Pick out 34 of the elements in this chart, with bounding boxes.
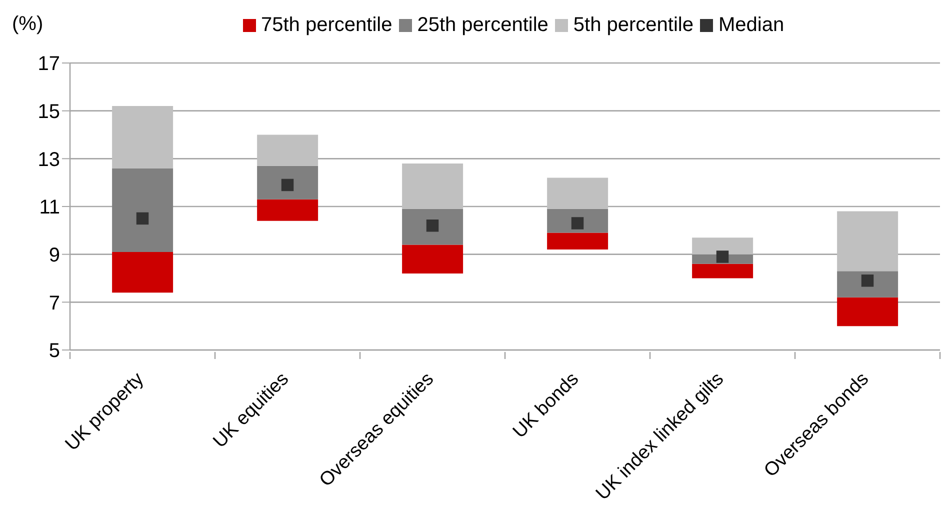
point [426,220,439,232]
bar [547,178,608,209]
legend-label: 5th percentile [573,14,694,37]
y-tick-label: 7 [48,292,60,314]
bar [112,168,174,252]
bar [112,252,174,293]
bar [402,208,464,245]
bar [547,232,608,250]
bar [692,238,754,254]
legend-label: 75th percentile [261,14,392,37]
y-axis-title: (%) [12,13,44,35]
point [281,178,294,192]
bar [692,264,754,278]
bar [837,297,898,326]
y-tick-label: 17 [38,53,60,76]
point [861,274,874,287]
y-tick-label: 9 [48,244,60,266]
point [571,217,584,230]
y-tick-label: 13 [38,148,60,171]
bar [257,166,318,200]
point [136,212,149,225]
bar [257,199,318,221]
bar [402,244,464,274]
point [716,250,729,263]
legend-label: 25th percentile [417,14,548,37]
y-tick-label: 11 [39,196,60,219]
bar [257,134,318,166]
bar [402,163,464,209]
y-tick-label: 5 [48,340,60,362]
legend-label: Median [718,14,784,37]
bar [837,211,898,272]
bar [837,271,898,298]
y-tick-label: 15 [38,100,60,123]
bar [112,106,174,168]
